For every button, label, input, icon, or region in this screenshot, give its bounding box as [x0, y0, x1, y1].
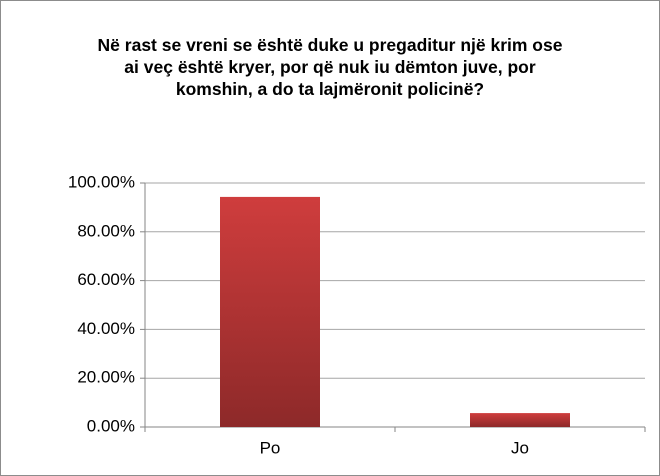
chart-title: Në rast se vreni se është duke u pregadi…	[97, 35, 563, 99]
y-tick-label: 20.00%	[77, 368, 135, 387]
y-tick-label: 0.00%	[87, 416, 135, 435]
x-tick-label: Po	[260, 438, 281, 457]
x-tick-label: Jo	[511, 438, 529, 457]
y-tick-label: 60.00%	[77, 270, 135, 289]
y-tick-label: 80.00%	[77, 221, 135, 240]
bar	[470, 413, 570, 427]
y-tick-label: 40.00%	[77, 319, 135, 338]
y-tick-label: 100.00%	[68, 172, 135, 191]
bar	[220, 196, 320, 427]
